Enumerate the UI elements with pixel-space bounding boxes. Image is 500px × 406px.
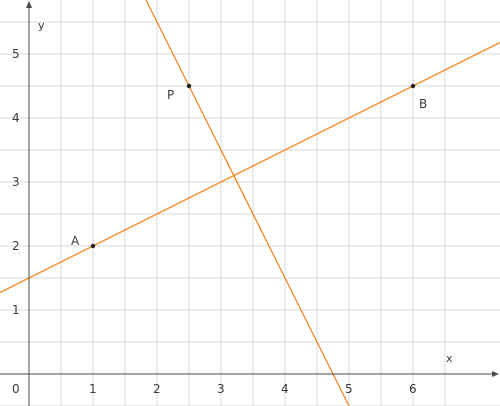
x-tick-label: 2 [153,382,161,396]
y-tick-label: 2 [12,239,20,253]
point-p [186,83,192,89]
y-axis-label: y [38,19,45,32]
y-tick-label: 4 [12,111,20,125]
x-tick-label: 3 [217,382,225,396]
x-tick-label: 4 [281,382,289,396]
points: A B P [71,83,427,249]
point-b [410,83,416,89]
point-a [90,243,96,249]
x-tick-label: 6 [409,382,417,396]
origin-label: 0 [12,382,20,396]
tick-labels: 1 2 3 4 5 6 1 2 3 4 5 [12,47,417,396]
y-axis-arrow-icon [26,1,32,8]
x-axis-arrow-icon [492,371,499,377]
y-tick-label: 5 [12,47,20,61]
point-label-p: P [167,88,174,102]
line-through-p [145,0,350,406]
point-label-b: B [419,97,427,111]
x-tick-label: 1 [89,382,97,396]
x-tick-label: 5 [345,382,353,396]
y-tick-label: 1 [12,303,20,317]
line-ab [0,41,500,294]
point-label-a: A [71,234,80,248]
x-axis-label: x [446,352,453,365]
y-tick-label: 3 [12,175,20,189]
